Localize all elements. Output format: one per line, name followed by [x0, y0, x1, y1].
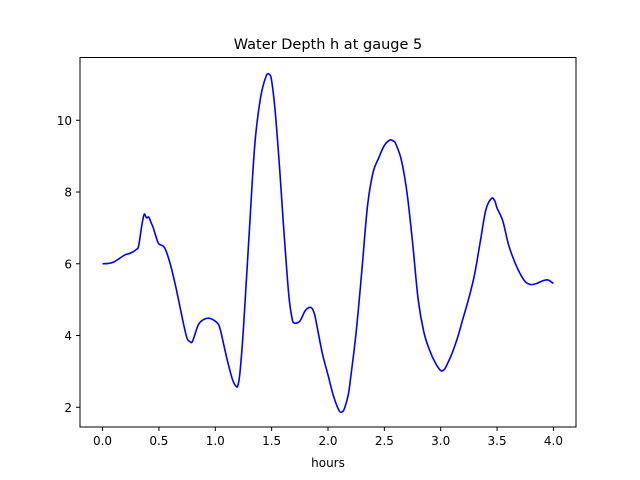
- y-tick-label: 8: [64, 186, 72, 200]
- plot-lines: [102, 72, 554, 414]
- x-tick-label: 2.5: [375, 434, 394, 448]
- x-tick-label: 1.0: [206, 434, 225, 448]
- y-axis-ticks: 2 4 6 8 10: [57, 114, 80, 415]
- y-tick-label: 4: [64, 329, 72, 343]
- plot-frame: [79, 57, 577, 428]
- x-tick-label: 4.0: [544, 434, 563, 448]
- series-line: [102, 72, 554, 414]
- x-tick-label: 2.0: [318, 434, 337, 448]
- x-axis-label: hours: [311, 456, 345, 470]
- y-tick-label: 2: [64, 401, 72, 415]
- x-tick-label: 3.0: [431, 434, 450, 448]
- y-tick-label: 10: [57, 114, 72, 128]
- x-axis-ticks: 0.0 0.5 1.0 1.5 2.0 2.5 3.0 3.5 4.0: [93, 427, 563, 448]
- x-tick-label: 3.5: [488, 434, 507, 448]
- chart-title: Water Depth h at gauge 5: [234, 37, 422, 53]
- x-tick-label: 1.5: [262, 434, 281, 448]
- x-tick-label: 0.0: [93, 434, 112, 448]
- x-tick-label: 0.5: [149, 434, 168, 448]
- y-tick-label: 6: [64, 257, 72, 271]
